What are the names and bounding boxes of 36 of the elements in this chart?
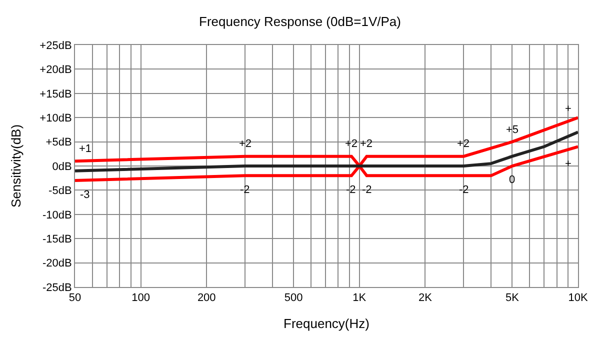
annotation: -2 (459, 184, 469, 196)
x-tick-label: 500 (284, 292, 303, 304)
chart-title: Frequency Response (0dB=1V/Pa) (199, 14, 401, 30)
y-tick-label: +20dB (40, 64, 72, 76)
x-tick-label: 10K (568, 292, 588, 304)
annotation: -3 (80, 189, 90, 201)
y-axis-title: Sensitivity(dB) (8, 124, 24, 208)
annotation: -2 (240, 184, 250, 196)
annotation: 0 (509, 174, 516, 186)
x-tick-label: 1K (352, 292, 367, 304)
y-tick-label: -25dB (42, 282, 72, 294)
annotation: -2 (346, 184, 356, 196)
x-tick-label: 200 (197, 292, 216, 304)
x-tick-label: 5K (505, 292, 520, 304)
annotation: -2 (362, 184, 372, 196)
y-tick-label: -15dB (42, 233, 72, 246)
y-tick-label: +25dB (40, 40, 72, 52)
y-tick-label: -10dB (42, 209, 72, 222)
y-tick-label: 0dB (52, 160, 72, 173)
y-tick-label: -5dB (48, 185, 72, 198)
y-tick-label: +15dB (40, 88, 72, 100)
x-tick-label: 50 (68, 292, 82, 304)
y-tick-label: -20dB (42, 258, 72, 270)
annotation: +5 (506, 124, 519, 136)
annotation: +2 (239, 138, 252, 150)
x-tick-label: 100 (132, 292, 150, 304)
y-tick-label: +10dB (40, 112, 72, 124)
x-axis-title: Frequency(Hz) (284, 316, 370, 331)
y-tick-label: +5dB (46, 136, 72, 149)
annotation: +2 (457, 138, 470, 150)
annotation: + (565, 103, 572, 115)
annotation: +1 (79, 143, 92, 155)
annotation: +2 (360, 138, 373, 150)
annotation: +2 (345, 138, 358, 150)
x-tick-label: 2K (418, 292, 433, 304)
annotation: + (565, 158, 572, 170)
